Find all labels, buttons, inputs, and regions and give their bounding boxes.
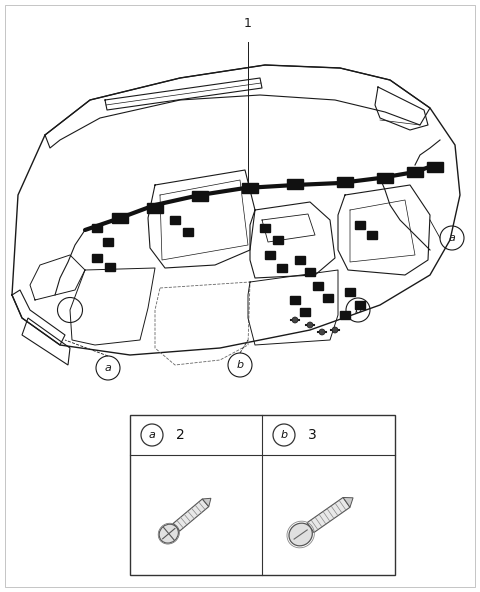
- FancyBboxPatch shape: [300, 308, 310, 316]
- FancyBboxPatch shape: [305, 268, 315, 276]
- Text: b: b: [280, 430, 288, 440]
- Text: 3: 3: [308, 428, 316, 442]
- FancyBboxPatch shape: [340, 311, 350, 319]
- Text: a: a: [449, 233, 456, 243]
- FancyBboxPatch shape: [147, 203, 163, 213]
- FancyBboxPatch shape: [192, 191, 208, 201]
- FancyBboxPatch shape: [367, 231, 377, 239]
- Ellipse shape: [159, 524, 179, 543]
- FancyBboxPatch shape: [92, 254, 102, 262]
- FancyBboxPatch shape: [377, 173, 393, 183]
- Circle shape: [307, 322, 313, 328]
- Polygon shape: [203, 498, 211, 507]
- FancyBboxPatch shape: [355, 301, 365, 309]
- FancyBboxPatch shape: [242, 183, 258, 193]
- FancyBboxPatch shape: [407, 167, 423, 177]
- Text: 2: 2: [176, 428, 184, 442]
- FancyBboxPatch shape: [265, 251, 275, 259]
- FancyBboxPatch shape: [170, 216, 180, 224]
- FancyBboxPatch shape: [290, 296, 300, 304]
- FancyBboxPatch shape: [183, 228, 193, 236]
- FancyBboxPatch shape: [103, 238, 113, 246]
- Text: 1: 1: [244, 17, 252, 30]
- FancyBboxPatch shape: [260, 224, 270, 232]
- FancyBboxPatch shape: [355, 221, 365, 229]
- Text: a: a: [105, 363, 111, 373]
- FancyBboxPatch shape: [287, 179, 303, 189]
- Circle shape: [319, 329, 325, 335]
- FancyBboxPatch shape: [345, 288, 355, 296]
- FancyBboxPatch shape: [295, 256, 305, 264]
- Bar: [130, 415, 395, 575]
- FancyBboxPatch shape: [112, 213, 128, 223]
- FancyBboxPatch shape: [427, 162, 443, 172]
- FancyBboxPatch shape: [307, 497, 350, 533]
- FancyBboxPatch shape: [173, 499, 209, 531]
- Ellipse shape: [289, 523, 312, 546]
- FancyBboxPatch shape: [273, 236, 283, 244]
- Text: b: b: [237, 360, 243, 370]
- FancyBboxPatch shape: [323, 294, 333, 302]
- Polygon shape: [343, 497, 353, 507]
- FancyBboxPatch shape: [105, 263, 115, 271]
- Circle shape: [332, 327, 338, 333]
- FancyBboxPatch shape: [337, 177, 353, 187]
- Text: b: b: [354, 305, 361, 315]
- FancyBboxPatch shape: [92, 224, 102, 232]
- FancyBboxPatch shape: [313, 282, 323, 290]
- Polygon shape: [22, 318, 70, 365]
- FancyBboxPatch shape: [277, 264, 287, 272]
- Text: a: a: [149, 430, 156, 440]
- Circle shape: [292, 317, 298, 323]
